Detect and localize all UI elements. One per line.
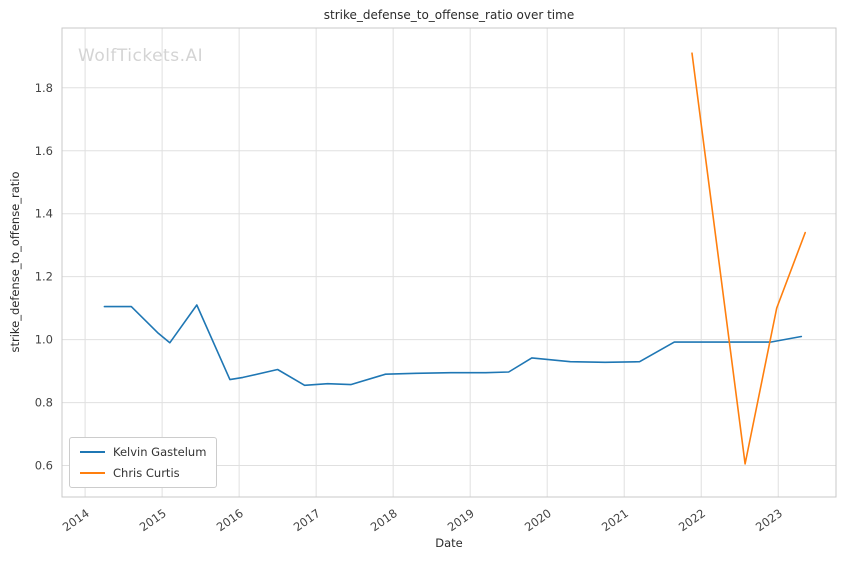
plot-border [61, 27, 837, 498]
y-tick-label: 1.2 [35, 270, 53, 284]
legend: Kelvin Gastelum Chris Curtis [69, 437, 218, 488]
y-tick-label: 0.8 [35, 396, 53, 410]
x-tick-label: 2022 [676, 506, 708, 534]
x-tick-label: 2019 [445, 506, 477, 534]
x-tick-label: 2023 [753, 506, 785, 534]
x-tick-label: 2018 [368, 506, 400, 534]
x-tick-label: 2017 [291, 506, 323, 534]
watermark: WolfTickets.AI [78, 46, 204, 66]
x-axis-label: Date [435, 536, 463, 550]
legend-item-kelvin-gastelum: Kelvin Gastelum [80, 445, 206, 459]
y-axis-label: strike_defense_to_offense_ratio [8, 171, 22, 353]
legend-label-chris-curtis: Chris Curtis [113, 466, 180, 480]
x-tick-label: 2016 [214, 506, 246, 534]
y-tick-label: 1.6 [35, 144, 53, 158]
x-tick-label: 2020 [522, 506, 554, 534]
legend-swatch-chris-curtis [80, 472, 105, 474]
legend-swatch-kelvin-gastelum [80, 451, 105, 453]
x-tick-label: 2014 [60, 506, 92, 534]
series-line-kelvin-gastelum [103, 304, 803, 387]
legend-item-chris-curtis: Chris Curtis [80, 466, 206, 480]
y-tick-label: 1.0 [35, 333, 53, 347]
y-tick-label: 1.4 [35, 207, 53, 221]
series-line-chris-curtis [691, 52, 807, 465]
y-tick-label: 0.6 [35, 459, 53, 473]
plot-area [62, 28, 836, 497]
x-tick-label: 2015 [137, 506, 169, 534]
chart-title: strike_defense_to_offense_ratio over tim… [323, 8, 575, 22]
x-tick-label: 2021 [599, 506, 631, 534]
y-tick-label: 1.8 [35, 81, 53, 95]
legend-label-kelvin-gastelum: Kelvin Gastelum [113, 445, 207, 459]
